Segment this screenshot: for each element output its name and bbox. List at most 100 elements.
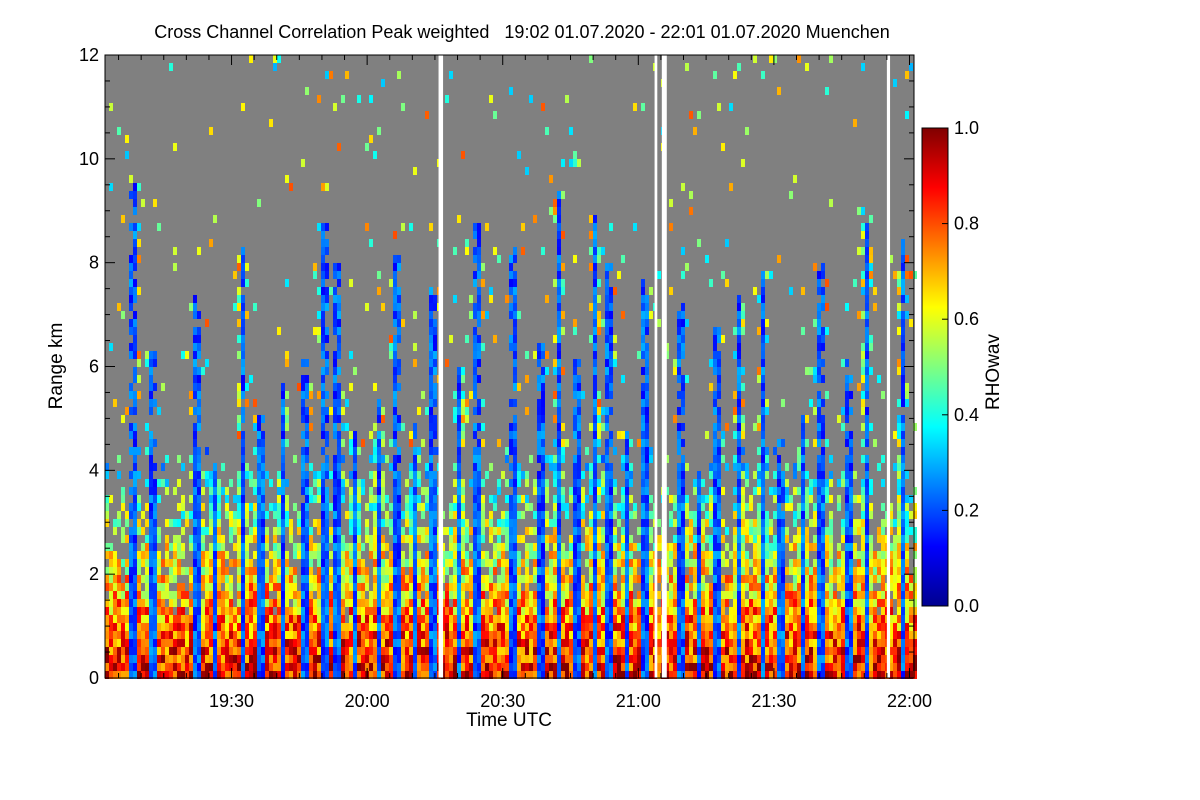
heatmap-cell (429, 511, 433, 519)
heatmap-cell (429, 423, 433, 431)
heatmap-cell (413, 535, 417, 543)
heatmap-cell (509, 655, 513, 663)
heatmap-cell (533, 487, 537, 495)
heatmap-cell (365, 607, 369, 615)
heatmap-cell (757, 535, 761, 543)
heatmap-cell (253, 599, 257, 607)
heatmap-cell (433, 415, 437, 423)
heatmap-cell (713, 431, 717, 439)
heatmap-cell (717, 479, 721, 487)
heatmap-cell (513, 431, 517, 439)
heatmap-cell (237, 255, 241, 263)
heatmap-cell (293, 631, 297, 639)
heatmap-cell (737, 655, 741, 663)
heatmap-cell (461, 391, 465, 399)
heatmap-cell (381, 599, 385, 607)
heatmap-cell (261, 591, 265, 599)
heatmap-cell (481, 583, 485, 591)
heatmap-cell (197, 327, 201, 335)
heatmap-cell (321, 663, 325, 671)
heatmap-cell (429, 519, 433, 527)
heatmap-cell (645, 295, 649, 303)
heatmap-cell (781, 471, 785, 479)
heatmap-cell (781, 639, 785, 647)
heatmap-cell (749, 663, 753, 671)
heatmap-cell (721, 519, 725, 527)
heatmap-cell (113, 551, 117, 559)
heatmap-cell (241, 535, 245, 543)
heatmap-cell (365, 615, 369, 623)
heatmap-cell (509, 255, 513, 263)
heatmap-cell (693, 671, 697, 679)
heatmap-cell (557, 631, 561, 639)
heatmap-cell (457, 663, 461, 671)
heatmap-cell (713, 559, 717, 567)
heatmap-cell (753, 647, 757, 655)
heatmap-cell (337, 143, 341, 151)
heatmap-cell (717, 607, 721, 615)
heatmap-cell (737, 551, 741, 559)
heatmap-cell (381, 551, 385, 559)
heatmap-cell (289, 583, 293, 591)
heatmap-cell (477, 575, 481, 583)
heatmap-cell (237, 319, 241, 327)
heatmap-cell (457, 375, 461, 383)
heatmap-cell (717, 503, 721, 511)
heatmap-cell (697, 511, 701, 519)
heatmap-cell (757, 503, 761, 511)
heatmap-cell (149, 399, 153, 407)
heatmap-cell (121, 615, 125, 623)
heatmap-cell (357, 535, 361, 543)
heatmap-cell (301, 455, 305, 463)
heatmap-cell (393, 599, 397, 607)
heatmap-cell (777, 519, 781, 527)
heatmap-cell (249, 55, 253, 63)
heatmap-cell (461, 511, 465, 519)
heatmap-cell (149, 663, 153, 671)
heatmap-cell (609, 383, 613, 391)
heatmap-cell (769, 623, 773, 631)
heatmap-cell (281, 431, 285, 439)
heatmap-cell (553, 455, 557, 463)
heatmap-cell (413, 423, 417, 431)
heatmap-cell (573, 471, 577, 479)
heatmap-cell (373, 471, 377, 479)
heatmap-cell (713, 407, 717, 415)
heatmap-cell (429, 543, 433, 551)
heatmap-cell (737, 623, 741, 631)
heatmap-cell (481, 343, 485, 351)
heatmap-cell (489, 671, 493, 679)
heatmap-cell (445, 527, 449, 535)
heatmap-cell (701, 527, 705, 535)
heatmap-cell (361, 615, 365, 623)
heatmap-cell (237, 615, 241, 623)
heatmap-cell (309, 535, 313, 543)
heatmap-cell (369, 471, 373, 479)
heatmap-cell (625, 591, 629, 599)
heatmap-cell (257, 423, 261, 431)
heatmap-cell (489, 599, 493, 607)
heatmap-cell (557, 287, 561, 295)
heatmap-cell (241, 663, 245, 671)
heatmap-cell (733, 671, 737, 679)
heatmap-cell (217, 623, 221, 631)
heatmap-cell (481, 655, 485, 663)
heatmap-cell (753, 519, 757, 527)
heatmap-cell (529, 647, 533, 655)
heatmap-cell (145, 615, 149, 623)
heatmap-cell (241, 471, 245, 479)
heatmap-cell (769, 271, 773, 279)
heatmap-cell (513, 623, 517, 631)
heatmap-cell (197, 551, 201, 559)
heatmap-cell (765, 567, 769, 575)
heatmap-cell (693, 543, 697, 551)
heatmap-cell (525, 583, 529, 591)
heatmap-cell (461, 599, 465, 607)
heatmap-cell (681, 319, 685, 327)
heatmap-cell (625, 535, 629, 543)
heatmap-cell (685, 527, 689, 535)
heatmap-cell (649, 567, 653, 575)
heatmap-cell (773, 599, 777, 607)
heatmap-cell (557, 527, 561, 535)
heatmap-cell (613, 503, 617, 511)
